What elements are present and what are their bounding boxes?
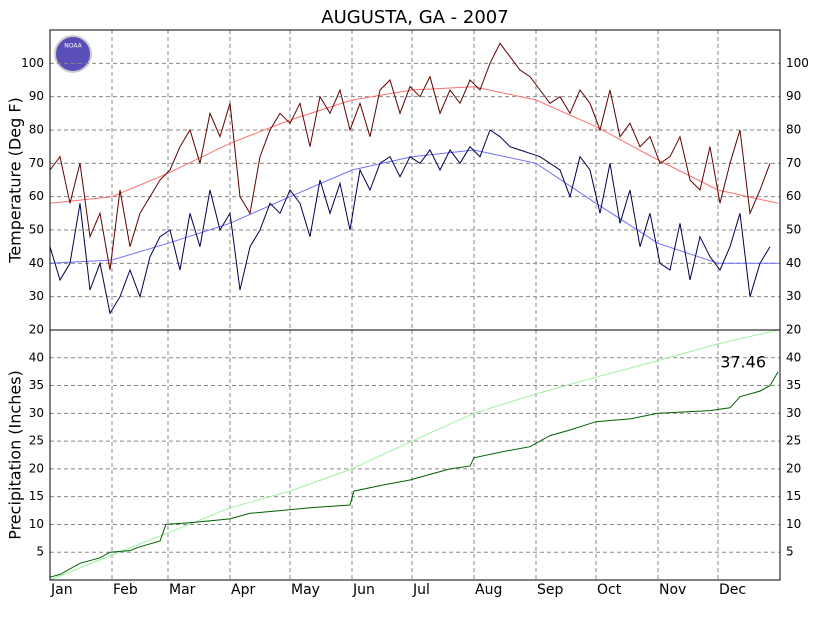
series-line: [49, 329, 779, 581]
y-tick-label: 40: [29, 350, 44, 364]
y-tick-label-right: 70: [786, 156, 801, 170]
logo: [54, 35, 92, 73]
y-tick-label-right: 25: [786, 434, 801, 448]
y-tick-label: 35: [29, 378, 44, 392]
y-tick-label: 40: [29, 256, 44, 270]
x-tick-label: Apr: [231, 582, 255, 598]
x-tick-label: Jun: [352, 582, 375, 598]
y-tick-label: 50: [29, 223, 44, 237]
y-tick-label: 100: [21, 56, 44, 70]
x-tick-label: Jan: [50, 582, 73, 598]
y-tick-label-right: 35: [786, 378, 801, 392]
series-line: [49, 86, 779, 204]
y-tick-label-right: 60: [786, 189, 801, 203]
logo-text: NOAA: [64, 43, 82, 50]
series-line: [49, 42, 771, 271]
y-tick-label-right: 40: [786, 256, 801, 270]
series-line: [49, 371, 779, 578]
y-axis-label: Precipitation (Inches): [6, 370, 25, 540]
y-tick-label: 30: [29, 289, 44, 303]
x-tick-label: Dec: [719, 582, 746, 598]
x-tick-label: Jul: [412, 582, 430, 598]
x-tick-label: Feb: [113, 582, 138, 598]
y-tick-label: 10: [29, 517, 44, 531]
y-tick-label: 20: [29, 461, 44, 475]
y-tick-label-right: 10: [786, 517, 801, 531]
y-tick-label: 80: [29, 123, 44, 137]
y-axis-label: Temperature (Deg F): [6, 97, 25, 264]
y-tick-label-right: 90: [786, 89, 801, 103]
y-tick-label-right: 30: [786, 406, 801, 420]
x-tick-label: Nov: [659, 582, 686, 598]
y-tick-label: 30: [29, 406, 44, 420]
y-tick-label-right: 40: [786, 350, 801, 364]
y-tick-label: 5: [36, 545, 44, 559]
y-tick-label-right: 5: [786, 545, 794, 559]
y-tick-label-right: 100: [786, 56, 809, 70]
plot-frame: [49, 329, 781, 581]
y-tick-label-right: 15: [786, 489, 801, 503]
y-tick-label: 25: [29, 434, 44, 448]
y-tick-label-right: 50: [786, 223, 801, 237]
chart-title: AUGUSTA, GA - 2007: [321, 7, 508, 28]
y-tick-label: 90: [29, 89, 44, 103]
y-tick-label: 60: [29, 189, 44, 203]
annotation: 37.46: [720, 353, 766, 372]
x-tick-label: Sep: [537, 582, 564, 598]
x-tick-label: Oct: [597, 582, 622, 598]
y-tick-label: 70: [29, 156, 44, 170]
x-tick-label: May: [291, 582, 320, 598]
x-tick-label: Mar: [169, 582, 196, 598]
y-tick-label-right: 30: [786, 289, 801, 303]
y-tick-label-right: 80: [786, 123, 801, 137]
y-tick-label: 20: [29, 323, 44, 337]
y-tick-label: 15: [29, 489, 44, 503]
y-tick-label-right: 20: [786, 323, 801, 337]
series-line: [49, 129, 771, 315]
x-tick-label: Aug: [475, 582, 502, 598]
series-line: [49, 149, 778, 264]
y-tick-label-right: 20: [786, 461, 801, 475]
